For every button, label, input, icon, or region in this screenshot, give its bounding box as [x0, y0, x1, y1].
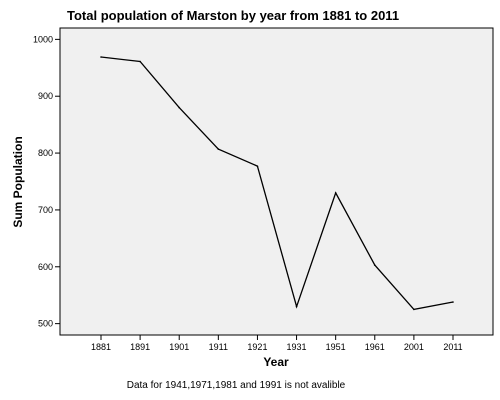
plot-area: [59, 27, 494, 336]
y-tick-label: 800: [38, 148, 53, 158]
data-point: [217, 148, 220, 150]
data-point: [139, 60, 141, 63]
x-tick-label: 2001: [404, 342, 424, 352]
chart-title: Total population of Marston by year from…: [67, 8, 399, 23]
x-axis: 1881 1891 1901 1911 1921 1931 1951 1961 2001 2011: [91, 335, 463, 352]
data-point: [452, 301, 454, 303]
y-tick-label: 900: [38, 91, 53, 101]
x-tick-label: 1911: [209, 342, 228, 352]
y-axis: 500 600 700 800 900 1000: [33, 34, 60, 329]
x-tick-label: 1901: [169, 342, 189, 352]
series-line: [100, 56, 454, 311]
x-tick-label: 1881: [91, 342, 111, 352]
data-point: [295, 305, 298, 308]
x-axis-title: Year: [263, 355, 289, 369]
x-tick-label: 1951: [326, 342, 346, 352]
y-axis-title: Sum Population: [11, 136, 25, 227]
chart-footnote: Data for 1941,1971,1981 and 1991 is not …: [127, 380, 346, 391]
data-point: [256, 165, 259, 167]
y-tick-label: 600: [38, 262, 53, 272]
y-tick-label: 500: [38, 319, 53, 329]
data-point: [178, 106, 181, 109]
x-tick-label: 1891: [130, 342, 150, 352]
x-tick-label: 2011: [443, 342, 462, 352]
data-point: [373, 264, 376, 266]
series-layer: [100, 56, 454, 311]
data-point: [413, 308, 415, 311]
data-point: [334, 192, 337, 194]
y-tick-label: 1000: [33, 34, 53, 44]
y-tick-label: 700: [38, 205, 53, 215]
data-point: [100, 56, 102, 58]
x-tick-label: 1921: [247, 342, 267, 352]
x-tick-label: 1961: [365, 342, 385, 352]
x-tick-label: 1931: [287, 342, 307, 352]
